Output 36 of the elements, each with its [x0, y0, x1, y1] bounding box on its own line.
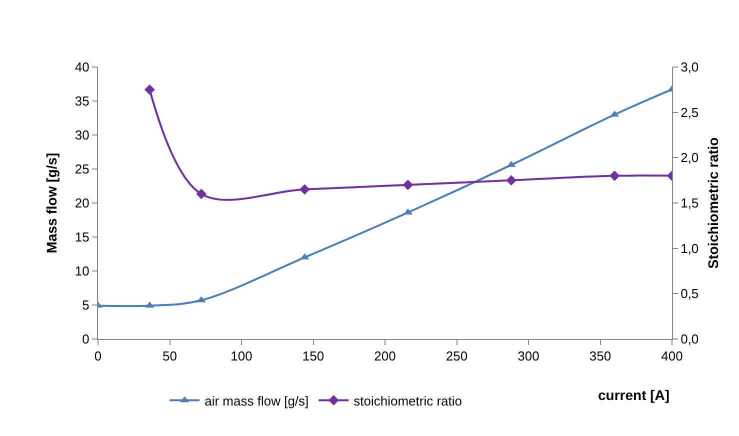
point — [144, 84, 155, 95]
x-tick-label: 200 — [374, 348, 396, 364]
legend-label: air mass flow [g/s] — [204, 393, 309, 408]
y-tick-label: 20 — [74, 196, 90, 211]
y-tick-label: 30 — [74, 128, 90, 143]
y-tick-label: 15 — [74, 230, 90, 245]
point — [402, 180, 414, 190]
y-tick-label: 25 — [74, 162, 90, 177]
y-tick-label: 5 — [82, 298, 90, 313]
point — [196, 188, 207, 200]
y2-tick-label: 0,5 — [680, 286, 699, 302]
y2-axis-title: Stoichiometric ratio — [704, 137, 721, 269]
x-tick-label: 250 — [446, 348, 468, 364]
legend-label: stoichiometric ratio — [354, 393, 462, 408]
x-tick-label: 350 — [589, 348, 612, 364]
x-tick-label: 100 — [230, 348, 252, 364]
y2-tick-label: 1,0 — [680, 240, 699, 256]
point — [609, 170, 620, 181]
y2-tick-label: 2,0 — [680, 150, 699, 166]
point — [506, 175, 516, 186]
y-tick-label: 0 — [82, 332, 90, 347]
y2-tick-label: 0,0 — [680, 332, 699, 347]
x-tick-label: 300 — [518, 348, 540, 364]
x-tick-label: 50 — [162, 348, 177, 364]
x-tick-label: 0 — [94, 348, 102, 364]
y-tick-label: 40 — [74, 60, 90, 75]
y-tick-label: 10 — [74, 264, 90, 279]
point — [299, 184, 310, 195]
y-tick-label: 35 — [74, 94, 90, 109]
x-tick-label: 400 — [661, 348, 683, 364]
y-axis-title: Mass flow [g/s] — [44, 152, 60, 254]
y2-tick-label: 3,0 — [680, 60, 699, 75]
x-tick-label: 150 — [302, 348, 324, 364]
y2-tick-label: 1,5 — [680, 196, 699, 211]
y2-tick-label: 2,5 — [680, 104, 699, 120]
x-axis-title: current [A] — [598, 387, 670, 403]
